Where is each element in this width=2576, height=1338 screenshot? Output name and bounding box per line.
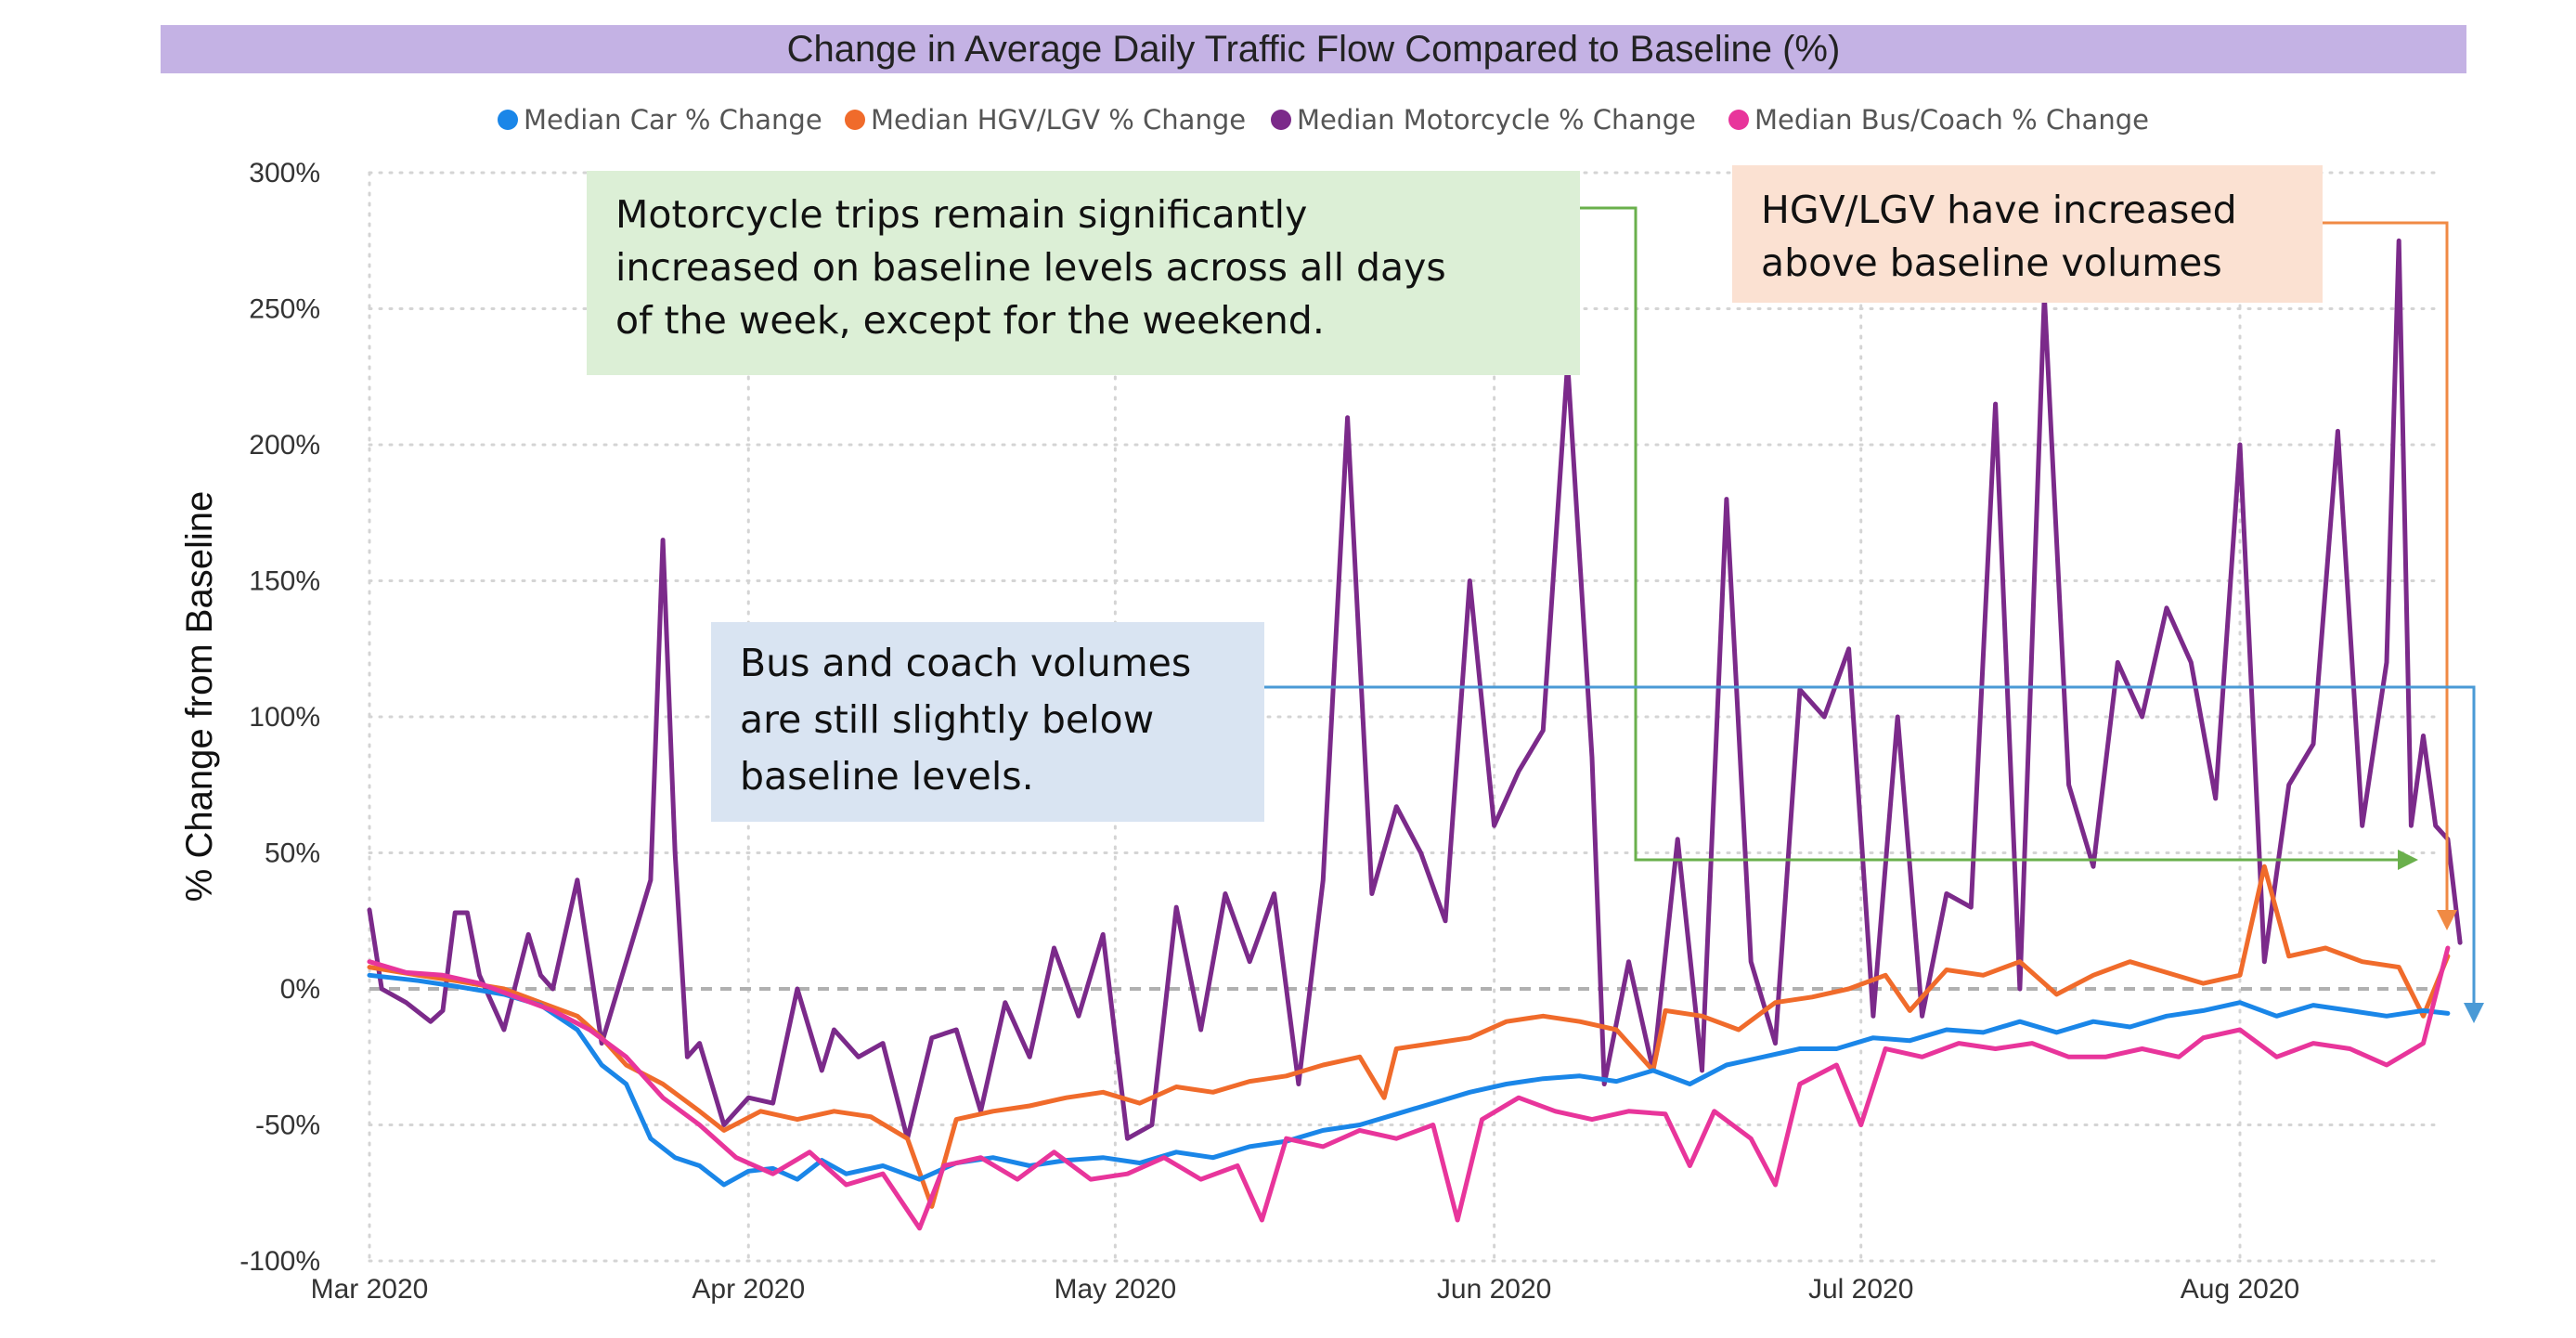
series-line-median-hgv-lgv-change <box>367 864 2451 1209</box>
y-tick-label: 250% <box>249 294 320 325</box>
annotations: Motorcycle trips remain significantly inc… <box>587 165 2484 1023</box>
annotation-text-motorcycle: Motorcycle trips remain significantly <box>615 192 1307 237</box>
y-tick-label: 150% <box>249 566 320 597</box>
annotation-text-motorcycle: increased on baseline levels across all … <box>615 245 1446 290</box>
annotation-arrow-bus <box>1264 685 2476 1003</box>
legend-label: Median Car % Change <box>524 104 822 136</box>
chart-title: Change in Average Daily Traffic Flow Com… <box>787 29 1841 70</box>
legend-label: Median Motorcycle % Change <box>1297 104 1696 136</box>
annotation-arrow-hgv <box>2323 221 2449 910</box>
annotation-box-motorcycle <box>587 171 1580 375</box>
annotation-arrowhead-motorcycle <box>2398 850 2418 870</box>
annotation-text-hgv: above baseline volumes <box>1761 240 2222 285</box>
annotation-text-bus: are still slightly below <box>740 697 1154 742</box>
y-tick-label: 200% <box>249 430 320 461</box>
x-axis-ticks: Mar 2020 Apr 2020 May 2020 Jun 2020 Jul 2020… <box>311 1274 2300 1305</box>
y-axis-ticks: 300% 250% 200% 150% 100% 50% 0% -50% -100% <box>239 158 320 1277</box>
y-axis-label: % Change from Baseline <box>179 491 220 902</box>
legend-marker <box>498 110 518 130</box>
x-tick-label: Jul 2020 <box>1808 1274 1913 1305</box>
series-line-median-bus-coach-change <box>367 945 2451 1231</box>
x-tick-label: May 2020 <box>1054 1274 1176 1305</box>
x-tick-label: Aug 2020 <box>2181 1274 2299 1305</box>
x-tick-label: Mar 2020 <box>311 1274 429 1305</box>
series-lines <box>367 238 2463 1231</box>
y-tick-label: 50% <box>265 838 320 869</box>
annotation-arrowhead-hgv <box>2437 910 2457 930</box>
series-line-median-car-change <box>367 972 2451 1188</box>
title-bar <box>161 25 2466 73</box>
legend-marker <box>1728 110 1749 130</box>
annotation-arrowhead-bus <box>2464 1003 2484 1023</box>
y-tick-label: -50% <box>255 1111 320 1141</box>
annotation-box-bus <box>711 622 1264 822</box>
y-tick-label: 300% <box>249 158 320 188</box>
annotation-text-bus: baseline levels. <box>740 754 1034 799</box>
annotation-text-hgv: HGV/LGV have increased <box>1761 188 2237 232</box>
annotation-text-bus: Bus and coach volumes <box>740 641 1191 685</box>
legend-marker <box>845 110 865 130</box>
x-tick-label: Jun 2020 <box>1437 1274 1551 1305</box>
y-tick-label: 0% <box>280 974 320 1005</box>
annotation-box-hgv <box>1732 165 2323 303</box>
x-tick-label: Apr 2020 <box>692 1274 805 1305</box>
y-tick-label: -100% <box>239 1246 320 1277</box>
y-tick-label: 100% <box>249 702 320 733</box>
annotation-text-motorcycle: of the week, except for the weekend. <box>615 298 1325 343</box>
legend-label: Median Bus/Coach % Change <box>1754 104 2149 136</box>
annotation-arrow-motorcycle <box>1580 206 2404 862</box>
series-line-median-motorcycle-change <box>367 238 2463 1141</box>
legend-marker <box>1271 110 1291 130</box>
legend-label: Median HGV/LGV % Change <box>871 104 1246 136</box>
legend: Median Car % Change Median HGV/LGV % Chan… <box>498 104 2149 136</box>
